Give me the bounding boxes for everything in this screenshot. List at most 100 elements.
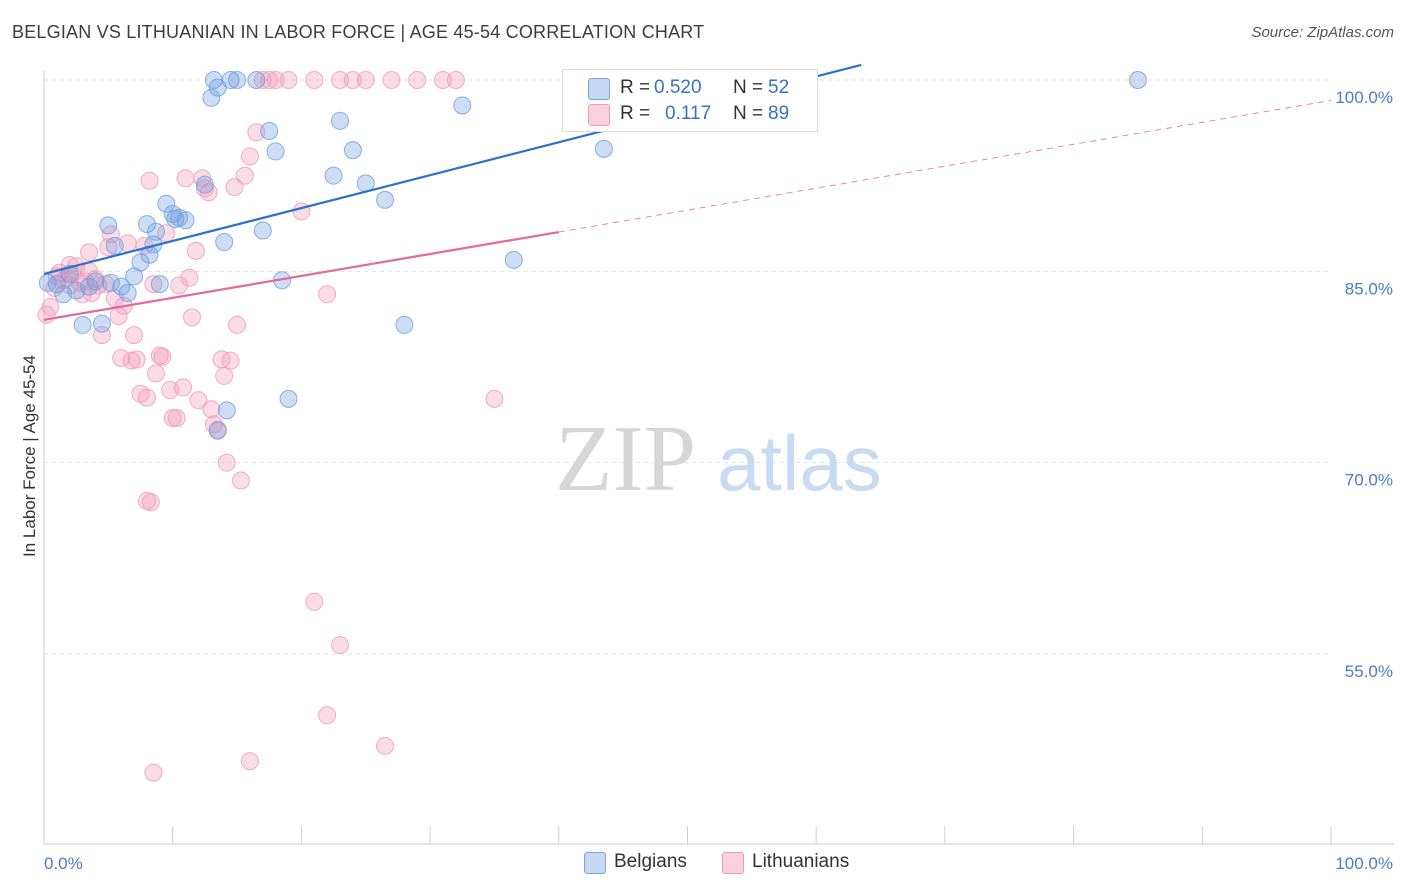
belgian-point	[47, 275, 66, 294]
watermark: ZIP atlas	[555, 407, 882, 511]
lithuanian-point	[260, 71, 279, 89]
lithuanian-point	[318, 285, 337, 304]
lithuanian-point	[141, 493, 160, 512]
lithuanian-point	[41, 298, 60, 317]
lithuanian-point	[176, 169, 195, 188]
lithuanians-swatch	[588, 104, 610, 126]
belgians-legend-swatch	[584, 852, 606, 874]
belgian-point	[215, 232, 234, 251]
lithuanian-point	[215, 366, 234, 385]
lithuanian-point	[253, 71, 272, 89]
y-tick-label: 85.0%	[1345, 279, 1393, 298]
watermark-zip: ZIP	[555, 407, 696, 511]
r-label: R =	[620, 103, 651, 124]
watermark-atlas: atlas	[717, 419, 882, 507]
belgian-point	[101, 273, 120, 292]
belgian-point	[137, 215, 156, 234]
belgian-point	[118, 284, 137, 303]
lithuanian-point	[144, 275, 163, 294]
belgian-point	[105, 236, 124, 255]
lithuanian-point	[125, 326, 144, 345]
belgians-swatch	[588, 78, 610, 100]
lithuanian-point	[331, 636, 350, 655]
lithuanian-point	[356, 71, 375, 89]
belgian-point	[195, 175, 214, 194]
legend-label: Belgians	[614, 851, 687, 872]
belgian-point	[331, 111, 350, 130]
lithuanian-point	[183, 308, 202, 327]
r-value: 0.520	[654, 77, 702, 98]
n-label: N =	[733, 103, 764, 124]
belgian-point	[112, 277, 131, 296]
lithuanian-point	[112, 349, 131, 368]
belgian-point	[176, 211, 195, 230]
lithuanian-point	[382, 71, 401, 89]
lithuanian-point	[217, 453, 236, 472]
n-value: 89	[768, 103, 790, 124]
lithuanian-point	[305, 592, 324, 611]
lithuanian-point	[180, 268, 199, 287]
belgian-point	[157, 194, 176, 213]
belgian-point	[131, 253, 150, 272]
lithuanian-point	[331, 71, 350, 89]
lithuanian-point	[137, 388, 156, 407]
belgian-point	[266, 142, 285, 161]
tick-labels: 55.0% 70.0% 85.0% 100.0% 0.0% 100.0%	[44, 88, 1393, 873]
lithuanian-point	[127, 350, 146, 369]
chart-source: Source: ZipAtlas.com	[1251, 24, 1394, 41]
belgian-point	[202, 88, 221, 107]
belgian-point	[504, 250, 523, 269]
lithuanian-point	[231, 471, 250, 490]
lithuanian-point	[186, 241, 205, 260]
belgian-point	[343, 141, 362, 160]
lithuanian-point	[266, 71, 285, 89]
chart-title: BELGIAN VS LITHUANIAN IN LABOR FORCE | A…	[12, 22, 705, 42]
lithuanian-point	[228, 315, 247, 334]
belgian-point	[247, 71, 266, 89]
lithuanian-point	[163, 409, 182, 428]
belgian-point	[1128, 71, 1147, 89]
lithuanian-point	[173, 378, 192, 397]
belgian-point	[217, 401, 236, 420]
lithuanian-point	[225, 178, 244, 197]
r-label: R =	[620, 77, 651, 98]
lithuanian-point	[343, 71, 362, 89]
lithuanians-legend-swatch	[722, 852, 744, 874]
lithuanian-point	[153, 347, 172, 366]
belgian-point	[260, 122, 279, 141]
x-tick-label-max: 100.0%	[1335, 854, 1393, 873]
belgian-point	[73, 315, 92, 334]
belgian-point	[453, 96, 472, 115]
belgian-point	[99, 216, 118, 235]
belgian-point	[376, 190, 395, 209]
lithuanian-trend-extension	[558, 99, 1332, 233]
belgian-point	[38, 273, 57, 292]
lithuanian-point	[240, 147, 259, 166]
lithuanian-point	[279, 71, 298, 89]
belgian-point	[253, 221, 272, 240]
legend-label: Lithuanians	[752, 851, 850, 872]
belgian-point	[395, 315, 414, 334]
y-tick-label: 100.0%	[1335, 88, 1393, 107]
lithuanian-point	[140, 171, 159, 190]
belgian-point	[146, 222, 165, 241]
lithuanian-point	[235, 166, 254, 185]
lithuanian-point	[446, 71, 465, 89]
lithuanian-point	[485, 389, 504, 408]
lithuanian-point	[247, 123, 266, 142]
belgian-point	[150, 275, 169, 294]
lithuanian-point	[318, 706, 337, 725]
y-tick-label: 55.0%	[1345, 662, 1393, 681]
lithuanian-points	[37, 71, 504, 782]
belgian-point	[594, 139, 613, 158]
lithuanian-point	[146, 364, 165, 383]
n-value: 52	[768, 77, 790, 98]
x-tick-label-min: 0.0%	[44, 854, 83, 873]
belgian-points	[38, 71, 1147, 440]
belgian-point	[208, 421, 227, 440]
stats-box: R = 0.520 N = 52 R = 0.117 N = 89	[562, 69, 818, 132]
lithuanian-point	[144, 763, 163, 782]
belgian-point	[92, 314, 111, 333]
r-value: 0.117	[665, 103, 712, 124]
belgian-point	[221, 71, 240, 89]
